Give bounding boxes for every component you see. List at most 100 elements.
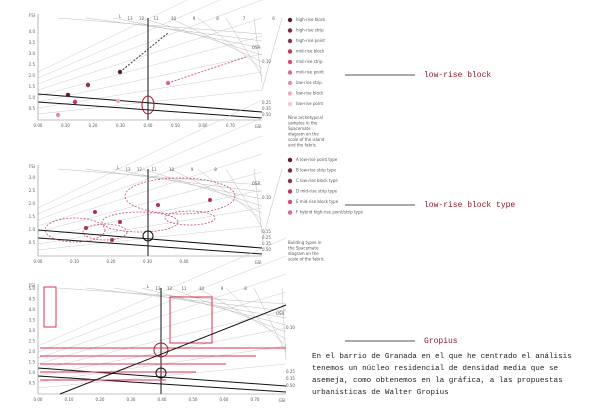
y-tick-label: 2.0 (29, 349, 36, 354)
legend-label: D mid-rise strip type (296, 189, 338, 194)
legend-label: mid-rise strip (296, 59, 323, 64)
l-tick-label: 10 (199, 286, 205, 291)
legend-label: B low-rise strip type (296, 168, 337, 173)
highlight (155, 367, 167, 379)
legend-label: E mid-rise block type (296, 199, 339, 204)
x-tick-label: 0.60 (220, 397, 229, 402)
annotation: low-rise block (424, 71, 491, 80)
fsi-line (37, 89, 263, 115)
y-tick-label: 2.0 (29, 201, 36, 206)
sample (115, 98, 121, 104)
fan-line (169, 168, 263, 214)
fan-line (197, 168, 263, 221)
l-label: L (119, 14, 122, 19)
y-tick-label: 1.5 (29, 360, 36, 365)
caption: Spacemate (288, 126, 311, 131)
y-tick-label: 4.0 (29, 29, 36, 34)
legend-label: high-rise strip (296, 28, 324, 33)
l-tick-label: 12 (167, 286, 173, 291)
x-tick-label: 0.40 (144, 123, 153, 128)
zone-box (43, 286, 57, 328)
fan-line (85, 17, 263, 42)
fsi-line (37, 99, 263, 209)
caption: Nine archetypical (288, 115, 323, 120)
fan-line (113, 17, 263, 49)
fan-line (169, 287, 287, 333)
osr-tick-label: 0.35 (286, 376, 295, 381)
legend-marker (287, 70, 293, 75)
sample (65, 92, 71, 98)
type-zone (44, 217, 106, 243)
x-tick-label: 0.50 (189, 397, 198, 402)
y-tick-label: 3.5 (29, 40, 36, 45)
y-tick-label: 1.0 (29, 227, 36, 232)
legend-label: C low-rise block type (296, 178, 338, 183)
fan-line (85, 168, 263, 193)
osr-tick-label: 0.25 (262, 235, 271, 240)
osr-tick-label: 0.25 (286, 369, 295, 374)
l-label: L (147, 284, 150, 289)
zone-box (169, 296, 213, 344)
fsi-line (37, 273, 287, 359)
x-axis-label: GSI (279, 398, 286, 403)
x-axis-label: GSI (255, 124, 262, 129)
x-tick-label: 0.20 (89, 123, 98, 128)
l-label: L (117, 165, 120, 170)
y-tick-label: 3.0 (29, 175, 36, 180)
fan-line (169, 17, 263, 63)
legend-marker (287, 178, 293, 184)
annotation: Gropius (424, 337, 458, 346)
osr-line (37, 101, 263, 119)
fan-line (261, 168, 283, 242)
l-tick-label: 13 (127, 16, 133, 21)
legend-marker (287, 168, 293, 173)
l-tick-label: 10 (169, 167, 175, 172)
legend-label: mid-rise point (296, 70, 324, 75)
fan-line (57, 287, 287, 305)
legend-label: A low-rise point type (296, 157, 338, 162)
paragraph-line: asemeja, como obtenemos en la gráfica, a… (312, 377, 563, 385)
fan-line (57, 168, 263, 186)
y-tick-label: 1.0 (29, 95, 36, 100)
y-tick-label: 0.5 (29, 240, 36, 245)
y-tick-label: 3.0 (29, 51, 36, 56)
fsi-line (37, 135, 263, 221)
y-tick-label: 1.5 (29, 84, 36, 89)
osr-tick-label: 0.10 (286, 325, 295, 330)
fsi-line (37, 225, 263, 251)
x-tick-label: 0.70 (226, 123, 235, 128)
annotation: low-rise block type (424, 201, 515, 210)
y-axis-label: FSI (29, 164, 35, 169)
highlight (141, 95, 155, 115)
fsi-line (37, 327, 287, 377)
y-tick-label: 2.0 (29, 73, 36, 78)
legend-marker (287, 38, 293, 44)
osr-line (37, 229, 263, 249)
sample (72, 99, 78, 105)
osr-tick-label: 0.50 (262, 247, 271, 252)
x-tick-label: 0.00 (34, 123, 43, 128)
legend-label: low-rise block (296, 91, 324, 96)
l-tick-label: 12 (137, 167, 143, 172)
osr-line (37, 237, 263, 255)
fsi-line (37, 291, 287, 365)
y-tick-label: 3.0 (29, 328, 36, 333)
legend-label: high-rise block (296, 17, 326, 22)
x-tick-label: 0.70 (251, 397, 260, 402)
x-tick-label: 0.30 (143, 259, 152, 264)
fan-line (253, 287, 287, 354)
x-tick-label: 0.40 (180, 259, 189, 264)
caption: diagram on the (288, 132, 319, 137)
fsi-line (37, 363, 287, 389)
fsi-line (37, 153, 263, 227)
fan-line (113, 168, 263, 200)
type-zone (82, 223, 128, 241)
osr-line (37, 367, 287, 387)
l-tick-label: 8 (216, 16, 219, 21)
y-tick-label: 2.5 (29, 339, 36, 344)
legend-marker (287, 28, 293, 33)
type-zone (164, 210, 216, 226)
caption: scale of the island (288, 137, 325, 142)
fan-line (253, 168, 263, 235)
fsi-line (37, 189, 263, 239)
